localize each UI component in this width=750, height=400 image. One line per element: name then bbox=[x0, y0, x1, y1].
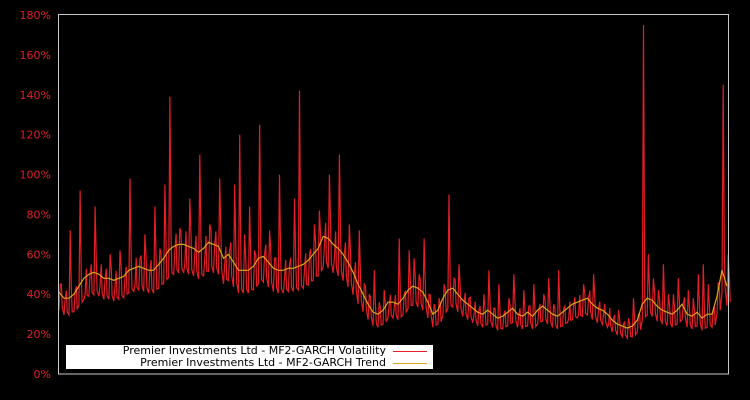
legend-item-trend: Premier Investments Ltd - MF2-GARCH Tren… bbox=[140, 357, 427, 369]
y-axis-ticks: 0% 20% 40% 60% 80% 100% 120% 140% 160% 180% bbox=[20, 9, 51, 381]
y-tick-label: 120% bbox=[20, 129, 51, 142]
y-tick-label: 140% bbox=[20, 89, 51, 102]
y-tick-label: 60% bbox=[27, 248, 51, 261]
y-tick-label: 40% bbox=[27, 288, 51, 301]
y-tick-label: 180% bbox=[20, 9, 51, 22]
volatility-series-line bbox=[58, 24, 731, 341]
y-tick-label: 160% bbox=[20, 49, 51, 62]
legend-swatch-volatility bbox=[393, 350, 427, 352]
trend-series-line bbox=[58, 235, 728, 329]
legend-label-volatility: Premier Investments Ltd - MF2-GARCH Vola… bbox=[122, 344, 386, 357]
y-tick-label: 20% bbox=[27, 328, 51, 341]
plot-area bbox=[58, 24, 731, 341]
y-tick-label: 0% bbox=[34, 368, 51, 381]
legend-swatch-trend bbox=[393, 362, 427, 364]
y-tick-label: 80% bbox=[27, 208, 51, 221]
y-tick-label: 100% bbox=[20, 169, 51, 182]
chart-legend: Premier Investments Ltd - MF2-GARCH Vola… bbox=[66, 345, 433, 369]
legend-label-trend: Premier Investments Ltd - MF2-GARCH Tren… bbox=[140, 356, 386, 369]
legend-item-volatility: Premier Investments Ltd - MF2-GARCH Vola… bbox=[123, 345, 427, 357]
plot-frame bbox=[58, 14, 729, 375]
